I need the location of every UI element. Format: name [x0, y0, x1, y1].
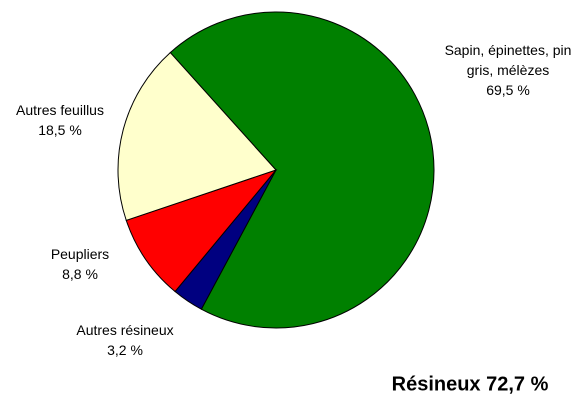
- pie-slice: [117, 51, 277, 222]
- annotation: Résineux 72,7 %: [391, 373, 549, 396]
- slice-label: Autres feuillus 18,5 %: [0, 100, 120, 140]
- pie-slice: [125, 168, 278, 293]
- category-label: Autres feuillus: [16, 102, 104, 118]
- slice-label: Sapin, épinettes, pin gris, mélèzes 69,5 …: [438, 40, 576, 100]
- slice-label: Peupliers 8,8 %: [20, 244, 140, 284]
- category-label: Autres résineux: [76, 322, 174, 338]
- pie-slice: [169, 11, 435, 329]
- slice-label: Autres résineux 3,2 %: [45, 320, 205, 360]
- category-label: Peupliers: [50, 246, 110, 262]
- value-label: 18,5 %: [38, 122, 82, 138]
- category-label: Sapin, épinettes, pin gris, mélèzes: [444, 42, 572, 78]
- value-label: 69,5 %: [486, 82, 530, 98]
- value-label: 3,2 %: [107, 342, 143, 358]
- value-label: 8,8 %: [62, 266, 98, 282]
